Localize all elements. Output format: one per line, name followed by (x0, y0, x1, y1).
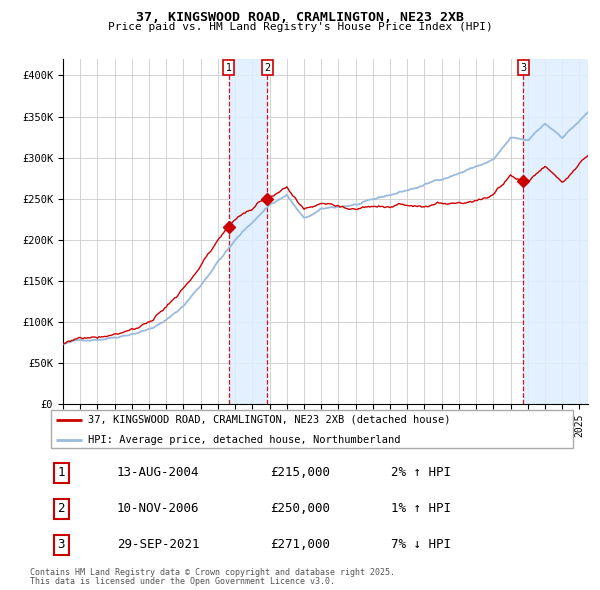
Text: 1: 1 (58, 466, 65, 479)
Text: 3: 3 (520, 63, 526, 73)
Text: 7% ↓ HPI: 7% ↓ HPI (391, 539, 451, 552)
Text: 37, KINGSWOOD ROAD, CRAMLINGTON, NE23 2XB (detached house): 37, KINGSWOOD ROAD, CRAMLINGTON, NE23 2X… (88, 415, 450, 425)
Bar (523, 59, 588, 404)
Text: 13-AUG-2004: 13-AUG-2004 (116, 466, 199, 479)
Text: 3: 3 (58, 539, 65, 552)
FancyBboxPatch shape (50, 410, 573, 448)
Text: This data is licensed under the Open Government Licence v3.0.: This data is licensed under the Open Gov… (30, 577, 335, 586)
Text: 29-SEP-2021: 29-SEP-2021 (116, 539, 199, 552)
Text: Price paid vs. HM Land Registry's House Price Index (HPI): Price paid vs. HM Land Registry's House … (107, 22, 493, 32)
Text: Contains HM Land Registry data © Crown copyright and database right 2025.: Contains HM Land Registry data © Crown c… (30, 568, 395, 576)
Text: 10-NOV-2006: 10-NOV-2006 (116, 502, 199, 516)
Text: 37, KINGSWOOD ROAD, CRAMLINGTON, NE23 2XB: 37, KINGSWOOD ROAD, CRAMLINGTON, NE23 2X… (136, 11, 464, 24)
Text: £250,000: £250,000 (270, 502, 330, 516)
Text: 2: 2 (264, 63, 270, 73)
Text: £271,000: £271,000 (270, 539, 330, 552)
Text: 1% ↑ HPI: 1% ↑ HPI (391, 502, 451, 516)
Bar (229, 59, 267, 404)
Text: £215,000: £215,000 (270, 466, 330, 479)
Text: 2: 2 (58, 502, 65, 516)
Text: 1: 1 (226, 63, 232, 73)
Text: 2% ↑ HPI: 2% ↑ HPI (391, 466, 451, 479)
Text: HPI: Average price, detached house, Northumberland: HPI: Average price, detached house, Nort… (88, 435, 400, 444)
